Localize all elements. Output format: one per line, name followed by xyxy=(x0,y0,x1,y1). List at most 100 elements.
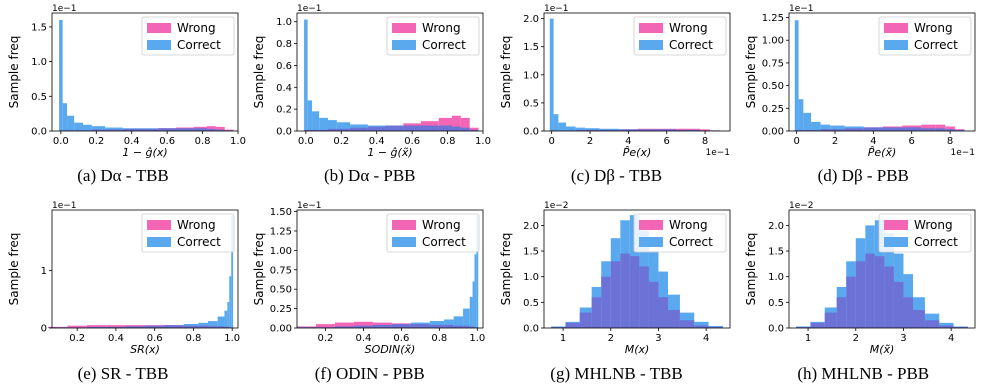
bar-correct xyxy=(74,122,83,131)
bar-overlap xyxy=(565,322,580,328)
y-tick-label: 0.75 xyxy=(270,265,292,276)
y-tick-label: 0.50 xyxy=(762,81,784,92)
y-tick-label: 2.0 xyxy=(768,221,784,232)
bar-overlap xyxy=(353,325,373,328)
x-tick-label: 4 xyxy=(625,136,631,147)
y-tick-label: 1.00 xyxy=(762,36,784,47)
bar-overlap xyxy=(164,325,184,328)
bar-overlap xyxy=(648,281,659,328)
y-tick-label: 0.0 xyxy=(31,127,47,138)
y-tick-label: 0.8 xyxy=(276,39,292,50)
legend-swatch-wrong xyxy=(147,220,171,230)
legend-label-correct: Correct xyxy=(177,235,221,249)
bar-overlap xyxy=(637,129,658,131)
bar-correct xyxy=(820,124,831,131)
bar-overlap xyxy=(421,125,439,131)
axes-frame xyxy=(543,12,731,132)
x-tick-label: 0.8 xyxy=(431,333,447,344)
y-axis-label: Sample freq xyxy=(252,233,266,306)
bar-overlap xyxy=(796,326,811,328)
bar-overlap xyxy=(105,129,123,131)
y-axis-label: Sample freq xyxy=(7,36,21,109)
legend-swatch-correct xyxy=(639,40,663,50)
legend-label-correct: Correct xyxy=(177,38,221,52)
x-tick-label: 0.6 xyxy=(404,136,420,147)
y-tick-label: 1 xyxy=(41,266,47,277)
bar-overlap xyxy=(585,129,600,131)
bar-overlap xyxy=(945,129,955,131)
y-axis-label: Sample freq xyxy=(744,233,758,306)
x-tick-label: 0.8 xyxy=(195,136,211,147)
bar-overlap xyxy=(924,320,940,328)
bar-overlap xyxy=(207,128,216,131)
bar-overlap xyxy=(824,312,837,328)
bar-overlap xyxy=(307,129,313,131)
bar-correct xyxy=(585,128,600,131)
legend-swatch-wrong xyxy=(392,220,416,230)
y-tick-label: 0.4 xyxy=(276,83,292,94)
bar-correct xyxy=(307,100,313,131)
x-tick-label: 2 xyxy=(608,333,614,344)
y-tick-label: 1.5 xyxy=(523,247,539,258)
bar-overlap xyxy=(794,130,799,131)
legend-label-correct: Correct xyxy=(914,38,958,52)
bar-overlap xyxy=(215,129,225,131)
bar-overlap xyxy=(810,322,825,328)
bar-overlap xyxy=(198,325,208,328)
x-tick-label: 0.4 xyxy=(369,136,385,147)
y-tick-label: 1.0 xyxy=(276,17,292,28)
bar-correct xyxy=(575,127,586,131)
bar-overlap xyxy=(304,129,308,131)
bar-overlap xyxy=(391,324,411,328)
bar-overlap xyxy=(618,129,638,131)
x-axis-label: SODIN(x̃) xyxy=(365,343,416,356)
bar-correct xyxy=(694,321,709,328)
legend-label-wrong: Wrong xyxy=(669,21,708,35)
bar-correct xyxy=(798,99,804,131)
caption-f: (f) ODIN - PBB xyxy=(314,364,425,383)
legend-swatch-wrong xyxy=(639,23,663,33)
bar-overlap xyxy=(429,324,445,328)
bar-overlap xyxy=(668,310,680,328)
bar-overlap xyxy=(176,128,194,131)
bar-wrong xyxy=(315,324,335,328)
bar-correct xyxy=(328,120,337,131)
y-tick-label: 1.25 xyxy=(762,13,784,24)
x-axis-label: M(x) xyxy=(625,343,650,356)
bar-overlap xyxy=(657,129,677,131)
subplot-e: 0 1 0.2 0.4 0.6 0.8 1.0 1e−1 SR(x) Sample freq Wro… xyxy=(7,201,240,356)
subplot-b: 0.0 0.2 0.4 0.6 0.8 1.0 0.0 0.2 0.4 0.6 0.8 1.0 1e−1… xyxy=(252,4,491,159)
bar-overlap xyxy=(91,129,106,131)
bar-overlap xyxy=(367,126,386,131)
bar-correct xyxy=(794,20,799,132)
x-tick-label: 1.0 xyxy=(475,136,491,147)
bar-correct xyxy=(91,126,106,131)
bar-overlap xyxy=(836,297,847,328)
bar-overlap xyxy=(863,127,883,131)
bar-overlap xyxy=(846,276,856,328)
legend-label-correct: Correct xyxy=(914,235,958,249)
bar-correct xyxy=(67,115,75,131)
bar-correct xyxy=(566,126,576,131)
caption-d: (d) Dβ - PBB xyxy=(817,166,909,185)
bar-overlap xyxy=(328,128,337,131)
bar-overlap xyxy=(145,325,165,328)
legend-label-wrong: Wrong xyxy=(914,218,953,232)
axes-frame xyxy=(788,209,976,329)
bar-correct xyxy=(83,124,92,131)
bar-overlap xyxy=(939,325,954,328)
bar-correct xyxy=(830,125,845,131)
subplot-c: 0.00.51.01.52.00 2 4 6 81e−11e−1P̂e(x)Sample… xyxy=(499,4,731,159)
bar-overlap xyxy=(591,297,602,328)
bar-correct xyxy=(207,321,218,328)
y-scale-factor: 1e−1 xyxy=(297,4,322,14)
bar-overlap xyxy=(601,276,611,328)
y-tick-label: 1.0 xyxy=(768,272,784,283)
bar-correct xyxy=(553,114,559,131)
y-tick-label: 0.75 xyxy=(762,58,784,69)
bar-correct xyxy=(558,122,567,131)
bar-overlap xyxy=(921,128,936,131)
bar-correct xyxy=(229,276,232,328)
bar-correct xyxy=(474,254,477,328)
bar-overlap xyxy=(463,325,470,328)
